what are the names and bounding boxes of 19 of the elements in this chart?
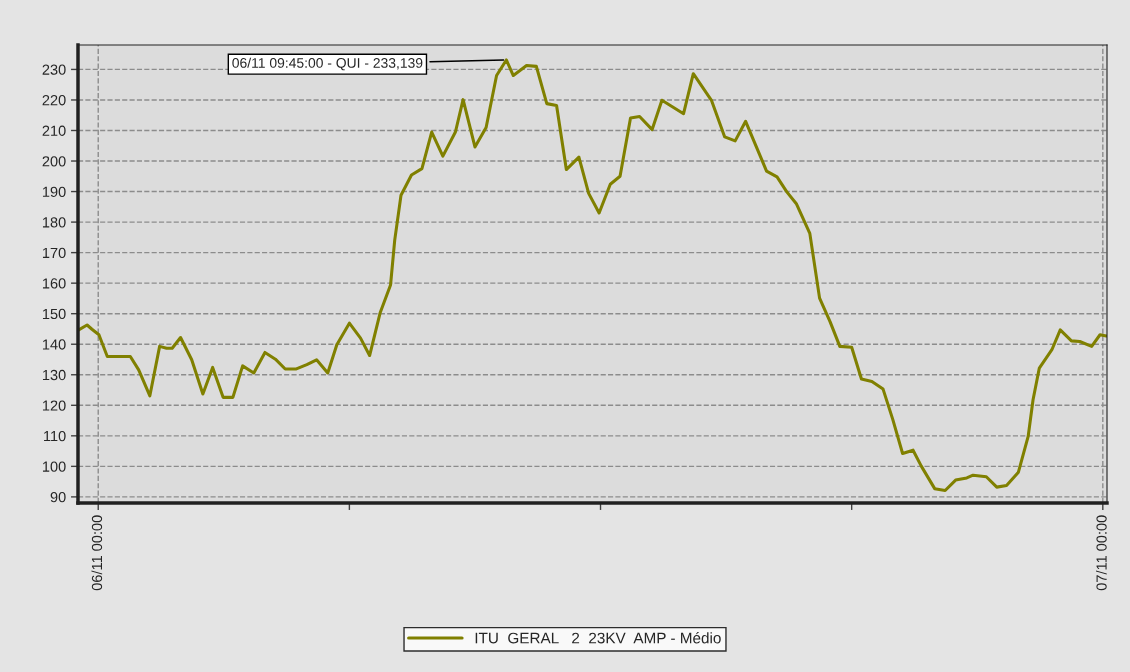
y-tick-label: 170 — [42, 247, 66, 259]
y-tick-label: 100 — [42, 461, 66, 472]
y-tick-label: 230 — [42, 64, 66, 75]
y-tick-label: 180 — [42, 217, 66, 228]
annotation: 06/11 09:45:00 - QUI - 233,139 — [232, 57, 423, 71]
y-tick-label: 190 — [42, 186, 66, 197]
y-tick-label: 90 — [50, 491, 66, 503]
y-tick-label: 220 — [42, 95, 66, 106]
y-tick-label: 120 — [42, 400, 66, 411]
x-tick-label: 07/11 00:00 — [1096, 515, 1107, 591]
y-tick-label: 200 — [42, 156, 66, 167]
y-tick-label: 130 — [42, 369, 66, 381]
x-tick-label: 06/11 00:00 — [91, 515, 103, 591]
y-tick-label: 140 — [42, 339, 66, 350]
y-tick-label: 110 — [44, 430, 66, 442]
y-tick-label: 150 — [42, 308, 66, 320]
y-tick-label: 160 — [42, 278, 66, 289]
legend-label: ITU GERAL 2 23KV AMP - Médio — [475, 632, 721, 644]
y-tick-label: 210 — [42, 125, 66, 136]
